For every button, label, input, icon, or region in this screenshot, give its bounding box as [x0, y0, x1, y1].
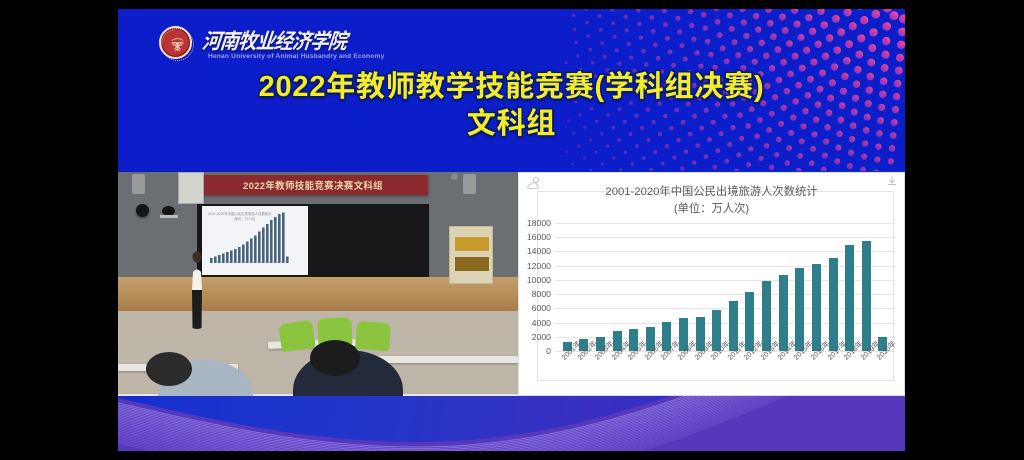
svg-text:(单位：万人次): (单位：万人次)	[234, 216, 255, 221]
svg-text:2001-2020年中国公民出境旅游人次数统计: 2001-2020年中国公民出境旅游人次数统计	[208, 211, 272, 216]
